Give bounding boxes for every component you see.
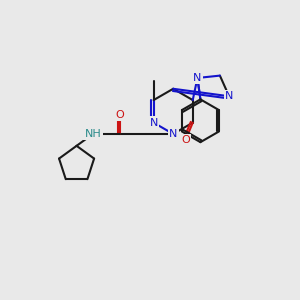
Text: O: O (115, 110, 124, 120)
Text: N: N (225, 91, 233, 101)
Text: N: N (149, 118, 158, 128)
Text: O: O (181, 136, 190, 146)
Text: N: N (193, 73, 202, 83)
Text: N: N (169, 129, 177, 139)
Text: NH: NH (85, 129, 101, 139)
